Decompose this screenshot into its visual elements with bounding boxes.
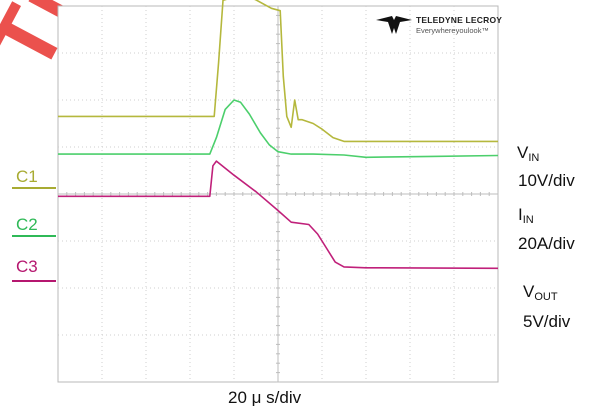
iin-label: IIN — [518, 205, 534, 226]
vout-label: VOUT — [523, 282, 558, 303]
vin-label: VIN — [517, 143, 540, 164]
trace-c1 — [58, 0, 498, 143]
iin-scale: 20A/div — [518, 234, 575, 253]
trace-c2 — [58, 99, 499, 159]
brand-line1: TELEDYNE LECROY — [416, 15, 503, 25]
vout-scale: 5V/div — [523, 312, 571, 331]
channel-underline-c1 — [12, 187, 56, 189]
brand-line2: Everywhereyoulook™ — [416, 26, 489, 35]
channel-underline-c2 — [12, 235, 56, 237]
x-axis-label: 20 μ s/div — [228, 388, 302, 407]
channel-underline-c3 — [12, 280, 56, 282]
channel-label-c2: C2 — [16, 215, 38, 234]
eagle-icon — [376, 16, 412, 34]
trace-c3 — [58, 160, 499, 270]
channel-label-c3: C3 — [16, 257, 38, 276]
vin-scale: 10V/div — [518, 171, 575, 190]
channel-label-c1: C1 — [16, 167, 38, 186]
teledyne-lecroy-logo: TELEDYNE LECROY Everywhereyoulook™ — [374, 14, 502, 41]
